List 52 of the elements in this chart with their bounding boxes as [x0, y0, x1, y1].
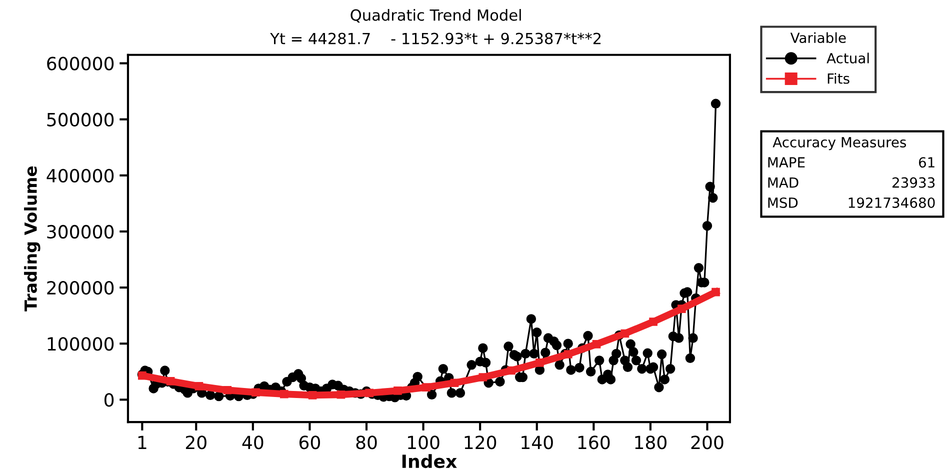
- x-tick-label: 60: [299, 436, 320, 450]
- text: 23933: [892, 177, 935, 188]
- chart-subtitle: Yt = 44281.7 - 1152.93*t + 9.25387*t**2: [270, 32, 601, 44]
- point: [536, 358, 544, 367]
- y-tick-label: 500000: [47, 112, 114, 126]
- text: MSD: [768, 197, 798, 208]
- text: MAPE: [768, 157, 805, 168]
- point: [592, 340, 601, 348]
- point: [478, 373, 488, 382]
- chart-title: Quadratic Trend Model: [350, 9, 521, 23]
- x-tick-label: 1: [138, 436, 146, 450]
- x-axis-title: Index: [402, 454, 457, 468]
- point: [252, 388, 260, 397]
- x-tick-label: 20: [186, 436, 206, 450]
- legend-label: Actual: [826, 52, 869, 64]
- y-tick-label: 0: [104, 393, 114, 407]
- text: MAD: [768, 177, 798, 188]
- text: Accuracy Measures: [772, 137, 906, 150]
- y-tick-label: 100000: [48, 337, 114, 351]
- point: [422, 383, 430, 392]
- y-axis-title: Trading Volume: [24, 166, 40, 312]
- x-tick-label: 100: [408, 436, 440, 450]
- y-tick-label: 400000: [46, 168, 114, 183]
- legend-title: Variable: [790, 32, 846, 44]
- point: [166, 377, 175, 386]
- point: [450, 378, 459, 388]
- text: 1921734680: [848, 197, 935, 208]
- point: [308, 391, 317, 400]
- point: [194, 382, 204, 390]
- point: [336, 390, 346, 399]
- legend-label: Fits: [828, 73, 850, 84]
- x-tick-label: 80: [356, 436, 377, 450]
- x-tick-label: 180: [635, 436, 666, 450]
- point: [678, 304, 686, 314]
- point: [712, 288, 720, 296]
- x-tick-label: 140: [522, 436, 553, 450]
- x-tick-label: 40: [242, 436, 264, 450]
- point: [620, 329, 630, 338]
- point: [280, 390, 288, 398]
- point: [365, 388, 374, 398]
- x-tick-label: 120: [464, 436, 496, 450]
- point: [223, 386, 232, 394]
- point: [394, 386, 402, 395]
- y-tick-label: 600000: [47, 56, 114, 70]
- y-tick-label: 300000: [47, 224, 114, 239]
- point: [507, 366, 516, 375]
- text: 61: [918, 157, 934, 168]
- x-tick-label: 160: [578, 436, 610, 450]
- point: [564, 350, 572, 358]
- point: [649, 318, 658, 326]
- y-tick-label: 200000: [47, 281, 114, 295]
- x-tick-label: 200: [691, 436, 724, 450]
